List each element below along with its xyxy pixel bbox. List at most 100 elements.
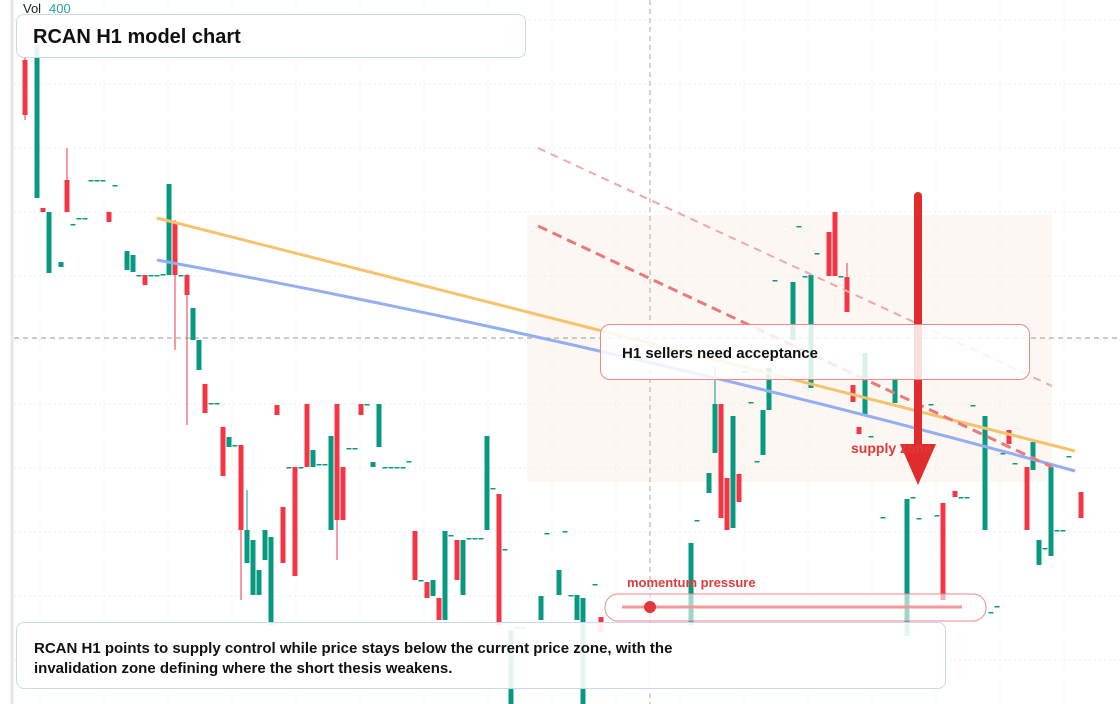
- momentum-label: momentum pressure: [627, 575, 756, 590]
- candle-body: [916, 518, 922, 520]
- candle-body: [1030, 442, 1036, 470]
- candle-body: [748, 402, 754, 404]
- candle-body: [1060, 530, 1066, 532]
- candle-body: [352, 448, 358, 450]
- candle-body: [334, 404, 340, 520]
- candle-body: [256, 570, 262, 595]
- candle-body: [310, 450, 316, 467]
- title-box: RCAN H1 model chart: [16, 14, 526, 58]
- candle-body: [940, 503, 946, 600]
- candle-body: [262, 530, 268, 560]
- candle-body: [166, 184, 172, 275]
- candle-body: [1024, 467, 1030, 530]
- candle-body: [394, 467, 400, 469]
- candle-body: [388, 467, 394, 469]
- candle-body: [208, 403, 214, 405]
- candle-body: [484, 436, 490, 530]
- candle-body: [424, 582, 430, 598]
- volume-value: 400: [49, 1, 71, 16]
- candle-body: [880, 517, 886, 519]
- callout-box: H1 sellers need acceptance: [600, 324, 1030, 380]
- candle-body: [172, 222, 178, 275]
- candle-body: [724, 478, 730, 530]
- candle-body: [838, 276, 844, 278]
- candle-body: [496, 494, 502, 625]
- candle-body: [772, 280, 778, 282]
- candle-body: [280, 507, 286, 563]
- candle-body: [868, 436, 874, 438]
- candle-body: [430, 580, 436, 596]
- candle-body: [844, 277, 850, 312]
- summary-box: RCAN H1 points to supply control while p…: [16, 622, 946, 689]
- candle-body: [40, 208, 46, 212]
- candle-body: [238, 445, 244, 530]
- candle-body: [412, 531, 418, 580]
- candle-body: [418, 580, 424, 582]
- candle-body: [232, 445, 238, 447]
- candle-body: [1054, 530, 1060, 532]
- candle-body: [142, 275, 148, 285]
- resistance-line: [537, 224, 1053, 469]
- candle-body: [148, 275, 154, 277]
- candle-body: [706, 473, 712, 493]
- candle-body: [34, 45, 40, 198]
- candle-body: [766, 368, 772, 410]
- candle-body: [1006, 430, 1012, 444]
- candle-body: [154, 275, 160, 277]
- candle-body: [364, 404, 370, 406]
- candle-body: [790, 282, 796, 340]
- candle-body: [802, 276, 808, 278]
- candle-body: [58, 262, 64, 267]
- candle-body: [190, 308, 196, 340]
- candle-body: [568, 595, 574, 597]
- candle-body: [1048, 467, 1054, 556]
- candle-body: [934, 515, 940, 517]
- candle-body: [904, 499, 910, 636]
- candle-body: [94, 180, 100, 182]
- candle-body: [826, 232, 832, 276]
- candle-body: [304, 404, 310, 467]
- candle-body: [856, 427, 862, 434]
- candle-body: [502, 549, 508, 551]
- candle-body: [544, 533, 550, 535]
- candle-body: [112, 185, 118, 187]
- candle-body: [250, 540, 256, 595]
- candle-body: [268, 537, 274, 625]
- candle-body: [358, 404, 364, 415]
- candle-body: [472, 538, 478, 540]
- candle-body: [862, 353, 868, 415]
- candle-body: [436, 598, 442, 620]
- resistance-line-outer: [537, 147, 1053, 387]
- candle-body: [466, 538, 472, 540]
- zone-label: supply zone: [851, 440, 932, 456]
- candle-body: [22, 60, 28, 115]
- candle-body: [160, 274, 166, 276]
- candle-body: [442, 531, 448, 620]
- candle-body: [832, 212, 838, 276]
- candle-body: [814, 253, 820, 255]
- candle-body: [754, 461, 760, 463]
- candle-body: [70, 224, 76, 226]
- candle-body: [730, 416, 736, 528]
- candle-body: [454, 540, 460, 580]
- callout-text: H1 sellers need acceptance: [622, 345, 818, 362]
- momentum-dot: [644, 601, 656, 613]
- candle-body: [448, 535, 454, 537]
- candle-body: [382, 467, 388, 469]
- candle-body: [592, 584, 598, 586]
- candle-body: [298, 467, 304, 469]
- candle-body: [982, 416, 988, 530]
- candle-body: [274, 405, 280, 415]
- candle-body: [478, 538, 484, 540]
- candle-body: [964, 497, 970, 499]
- candle-body: [970, 405, 976, 407]
- candle-body: [694, 520, 700, 522]
- candle-body: [346, 448, 352, 450]
- candle-body: [928, 404, 934, 406]
- candle-body: [286, 467, 292, 469]
- candle-body: [220, 427, 226, 476]
- candle-body: [124, 251, 130, 270]
- candle-body: [244, 530, 250, 563]
- candle-body: [718, 404, 724, 518]
